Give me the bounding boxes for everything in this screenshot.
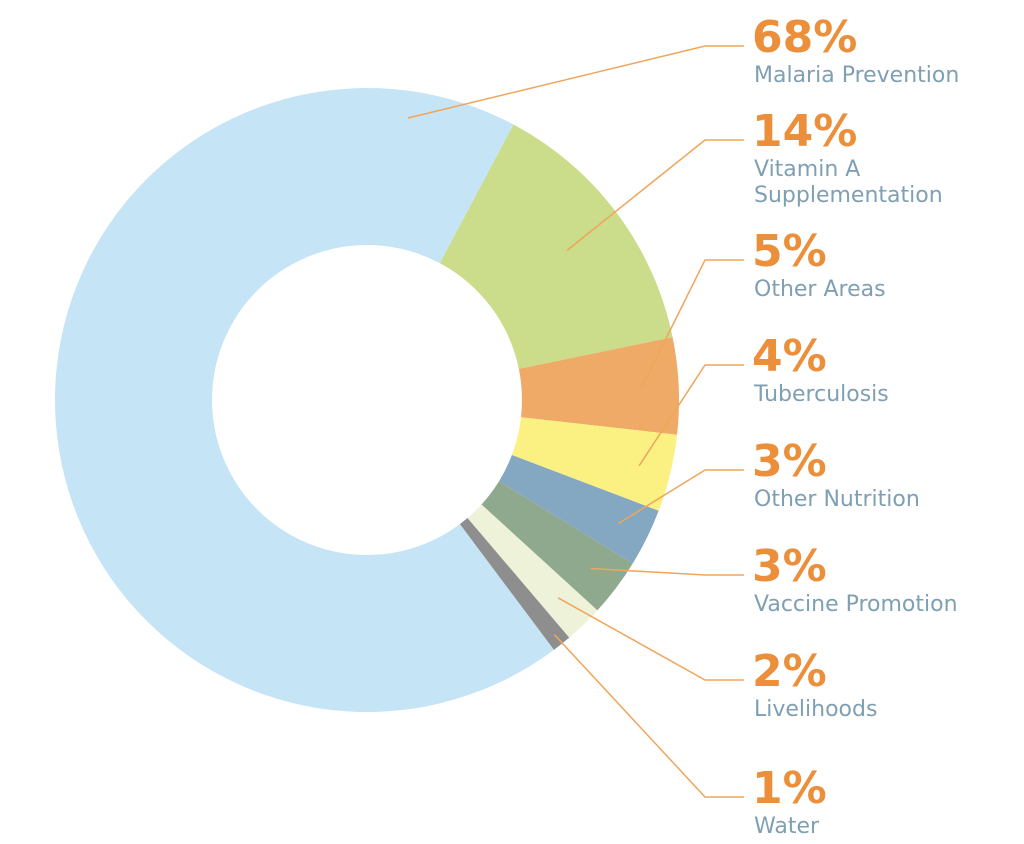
slice-vitamin-a-supplementation <box>439 124 673 369</box>
percent-label-water: 1% <box>752 763 827 814</box>
leader-line-other-nutrition <box>617 469 744 525</box>
slice-other-areas <box>518 337 679 435</box>
leader-line-livelihoods <box>557 597 744 681</box>
percent-label-other-nutrition: 3% <box>752 436 827 487</box>
leader-line-vitamin-a-supplementation <box>566 139 744 251</box>
category-label-other-nutrition: Other Nutrition <box>754 487 920 512</box>
category-label-livelihoods: Livelihoods <box>754 697 877 722</box>
percent-label-vaccine-promotion: 3% <box>752 541 827 592</box>
slice-tuberculosis <box>511 417 678 511</box>
slice-other-nutrition <box>499 455 659 564</box>
category-label-water: Water <box>754 814 820 839</box>
donut-slices <box>55 88 679 712</box>
percent-label-livelihoods: 2% <box>752 646 827 697</box>
category-label-vitamin-a-supplementation-line-2: Supplementation <box>754 183 943 208</box>
leader-lines <box>407 45 744 798</box>
slice-malaria-prevention <box>55 88 554 712</box>
category-label-vitamin-a-supplementation-line-1: Vitamin A <box>754 157 860 182</box>
slice-livelihoods <box>467 504 598 638</box>
leader-line-other-areas <box>641 259 744 388</box>
leader-line-tuberculosis <box>638 364 744 467</box>
slice-water <box>459 518 570 650</box>
percent-label-other-areas: 5% <box>752 226 827 277</box>
category-label-vaccine-promotion: Vaccine Promotion <box>754 592 958 617</box>
category-label-tuberculosis: Tuberculosis <box>753 382 889 407</box>
leader-line-water <box>553 633 744 798</box>
chart-labels: 68%Malaria Prevention 14%Vitamin ASupplem… <box>752 12 959 839</box>
percent-label-vitamin-a-supplementation: 14% <box>752 106 857 157</box>
slice-vaccine-promotion <box>481 481 633 611</box>
leader-line-malaria-prevention <box>407 45 744 119</box>
leader-line-vaccine-promotion <box>590 567 744 576</box>
percent-label-tuberculosis: 4% <box>752 331 827 382</box>
category-label-other-areas: Other Areas <box>754 277 886 302</box>
percent-label-malaria-prevention: 68% <box>752 12 857 63</box>
category-label-malaria-prevention: Malaria Prevention <box>754 63 959 88</box>
